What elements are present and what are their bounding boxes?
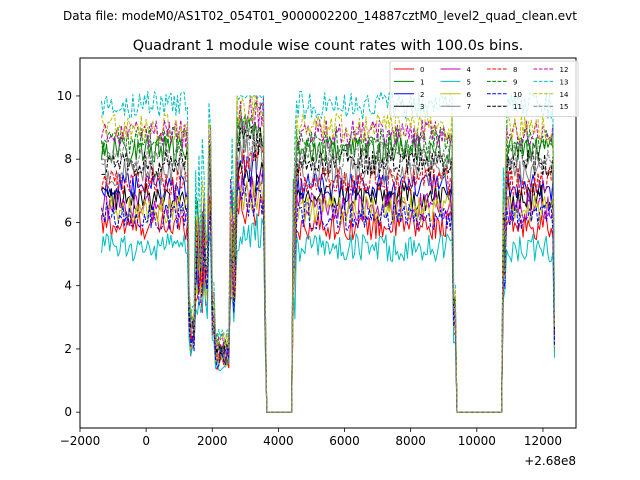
legend-label-10: 10 <box>513 91 522 99</box>
suptitle: Data file: modeM0/AS1T02_054T01_90000022… <box>63 9 577 23</box>
legend-label-14: 14 <box>560 91 569 99</box>
x-tick-label: 0 <box>142 434 150 448</box>
series-line-8 <box>101 144 555 413</box>
legend-label-8: 8 <box>513 66 517 74</box>
legend-label-6: 6 <box>467 91 472 99</box>
legend-label-13: 13 <box>560 78 569 86</box>
legend-label-4: 4 <box>467 66 472 74</box>
legend-label-1: 1 <box>420 78 424 86</box>
legend-label-9: 9 <box>513 78 517 86</box>
series-line-0 <box>101 189 555 413</box>
legend-label-5: 5 <box>467 78 471 86</box>
axes-frame <box>79 57 577 429</box>
plot-area <box>101 90 555 413</box>
y-tick-label: 6 <box>64 215 72 229</box>
chart-title: Quadrant 1 module wise count rates with … <box>133 38 524 54</box>
y-tick-label: 10 <box>57 89 72 103</box>
legend-label-2: 2 <box>420 91 424 99</box>
x-tick-label: −2000 <box>60 434 101 448</box>
y-tick-label: 0 <box>64 405 72 419</box>
legend-box <box>389 60 579 117</box>
legend-label-3: 3 <box>420 103 424 111</box>
legend-label-0: 0 <box>420 66 424 74</box>
x-tick-label: 2000 <box>197 434 228 448</box>
series-line-6 <box>101 180 555 413</box>
x-tick-label: 8000 <box>395 434 426 448</box>
x-tick-label: 6000 <box>329 434 360 448</box>
legend-label-11: 11 <box>513 103 522 111</box>
x-tick-label: 10000 <box>458 434 496 448</box>
series-line-13 <box>101 90 555 413</box>
series-line-10 <box>101 180 555 413</box>
y-tick-label: 8 <box>64 152 72 166</box>
series-line-7 <box>101 134 555 413</box>
legend-label-15: 15 <box>560 103 569 111</box>
series-line-5 <box>101 213 555 413</box>
x-tick-label: 4000 <box>263 434 294 448</box>
legend-label-12: 12 <box>560 66 569 74</box>
legend-label-7: 7 <box>467 103 471 111</box>
series-line-15 <box>101 117 555 413</box>
y-tick-label: 2 <box>64 342 72 356</box>
x-offset-label: +2.68e8 <box>524 454 576 468</box>
series-line-12 <box>101 95 555 413</box>
y-tick-label: 4 <box>64 279 72 293</box>
x-tick-label: 12000 <box>524 434 562 448</box>
